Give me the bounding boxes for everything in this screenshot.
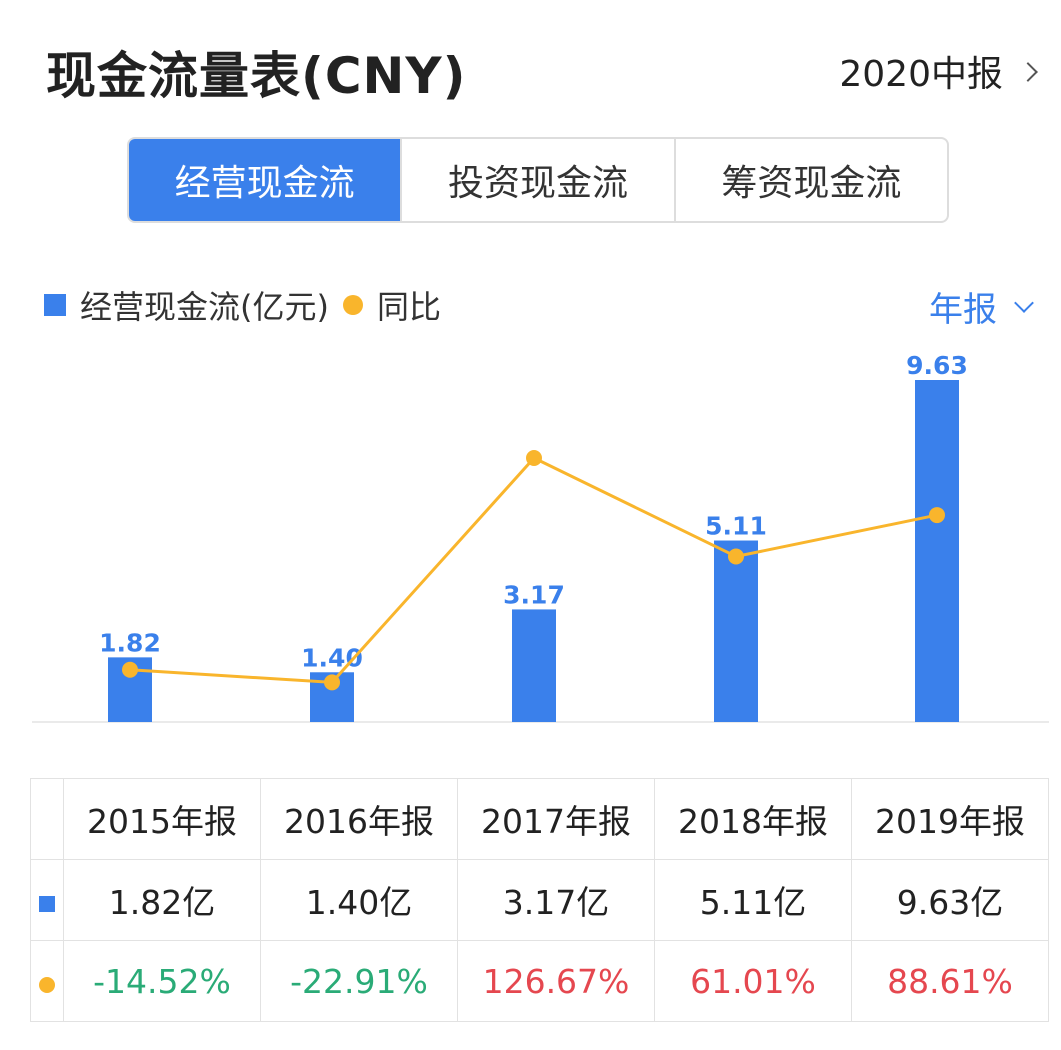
chart-legend: 经营现金流(亿元) 同比 xyxy=(44,282,441,328)
yoy-point-2017年报[interactable] xyxy=(526,449,542,466)
tab-investing-cashflow[interactable]: 投资现金流 xyxy=(402,139,676,221)
report-period-link[interactable]: 2020中报 xyxy=(839,45,1038,97)
yoy-point-2019年报[interactable] xyxy=(929,507,945,524)
table-yoy-cell: -14.52% xyxy=(63,940,261,1022)
table-yoy-cell: 61.01% xyxy=(654,940,852,1022)
bar-series-marker xyxy=(39,895,55,912)
table-header-cell: 2019年报 xyxy=(851,778,1049,860)
table-header-row: 2015年报 2016年报 2017年报 2018年报 2019年报 xyxy=(30,778,1049,860)
bar-2018年报[interactable] xyxy=(714,540,758,722)
bar-value-label: 1.82 xyxy=(99,628,161,657)
bar-value-label: 9.63 xyxy=(906,351,968,380)
legend-line-swatch xyxy=(342,295,363,315)
legend-bar-label: 经营现金流(亿元) xyxy=(80,288,329,326)
cashflow-table: 2015年报 2016年报 2017年报 2018年报 2019年报 1.82亿… xyxy=(30,778,1049,1022)
yoy-point-2015年报[interactable] xyxy=(122,661,138,678)
table-value-cell: 5.11亿 xyxy=(654,859,852,941)
table-header-cell: 2016年报 xyxy=(260,778,458,860)
cashflow-chart: 1.821.403.175.119.63 xyxy=(32,351,1049,723)
bar-2017年报[interactable] xyxy=(512,609,556,722)
report-period-label: 2020中报 xyxy=(839,54,1003,95)
table-value-cell: 1.82亿 xyxy=(63,859,261,941)
table-yoy-cell: 126.67% xyxy=(457,940,655,1022)
table-yoy-cell: -22.91% xyxy=(260,940,458,1022)
page-title: 现金流量表(CNY) xyxy=(46,47,467,105)
chevron-down-icon xyxy=(1014,292,1034,313)
row-marker-cell xyxy=(30,940,64,1022)
row-marker-cell xyxy=(30,859,64,941)
table-row-yoy: -14.52% -22.91% 126.67% 61.01% 88.61% xyxy=(30,940,1049,1022)
period-selector[interactable]: 年报 xyxy=(929,282,1034,331)
line-series-marker xyxy=(39,976,55,993)
table-yoy-cell: 88.61% xyxy=(851,940,1049,1022)
chevron-right-icon xyxy=(1018,62,1038,82)
bar-2019年报[interactable] xyxy=(915,380,959,722)
bar-value-label: 3.17 xyxy=(503,580,565,609)
table-header-cell: 2018年报 xyxy=(654,778,852,860)
table-row-values: 1.82亿 1.40亿 3.17亿 5.11亿 9.63亿 xyxy=(30,859,1049,941)
table-corner-cell xyxy=(30,778,64,860)
legend-line-label: 同比 xyxy=(376,288,441,326)
legend-bar-swatch xyxy=(44,294,66,316)
table-header-cell: 2015年报 xyxy=(63,778,261,860)
yoy-point-2016年报[interactable] xyxy=(324,674,340,691)
table-value-cell: 1.40亿 xyxy=(260,859,458,941)
period-selector-label: 年报 xyxy=(929,290,997,330)
tab-financing-cashflow[interactable]: 筹资现金流 xyxy=(721,163,902,204)
table-value-cell: 9.63亿 xyxy=(851,859,1049,941)
tab-operating-cashflow[interactable]: 经营现金流 xyxy=(129,139,403,221)
cashflow-tabs: 经营现金流 投资现金流 筹资现金流 xyxy=(127,137,949,223)
table-value-cell: 3.17亿 xyxy=(457,859,655,941)
table-header-cell: 2017年报 xyxy=(457,778,655,860)
yoy-point-2018年报[interactable] xyxy=(728,548,744,565)
bar-value-label: 5.11 xyxy=(705,512,767,541)
